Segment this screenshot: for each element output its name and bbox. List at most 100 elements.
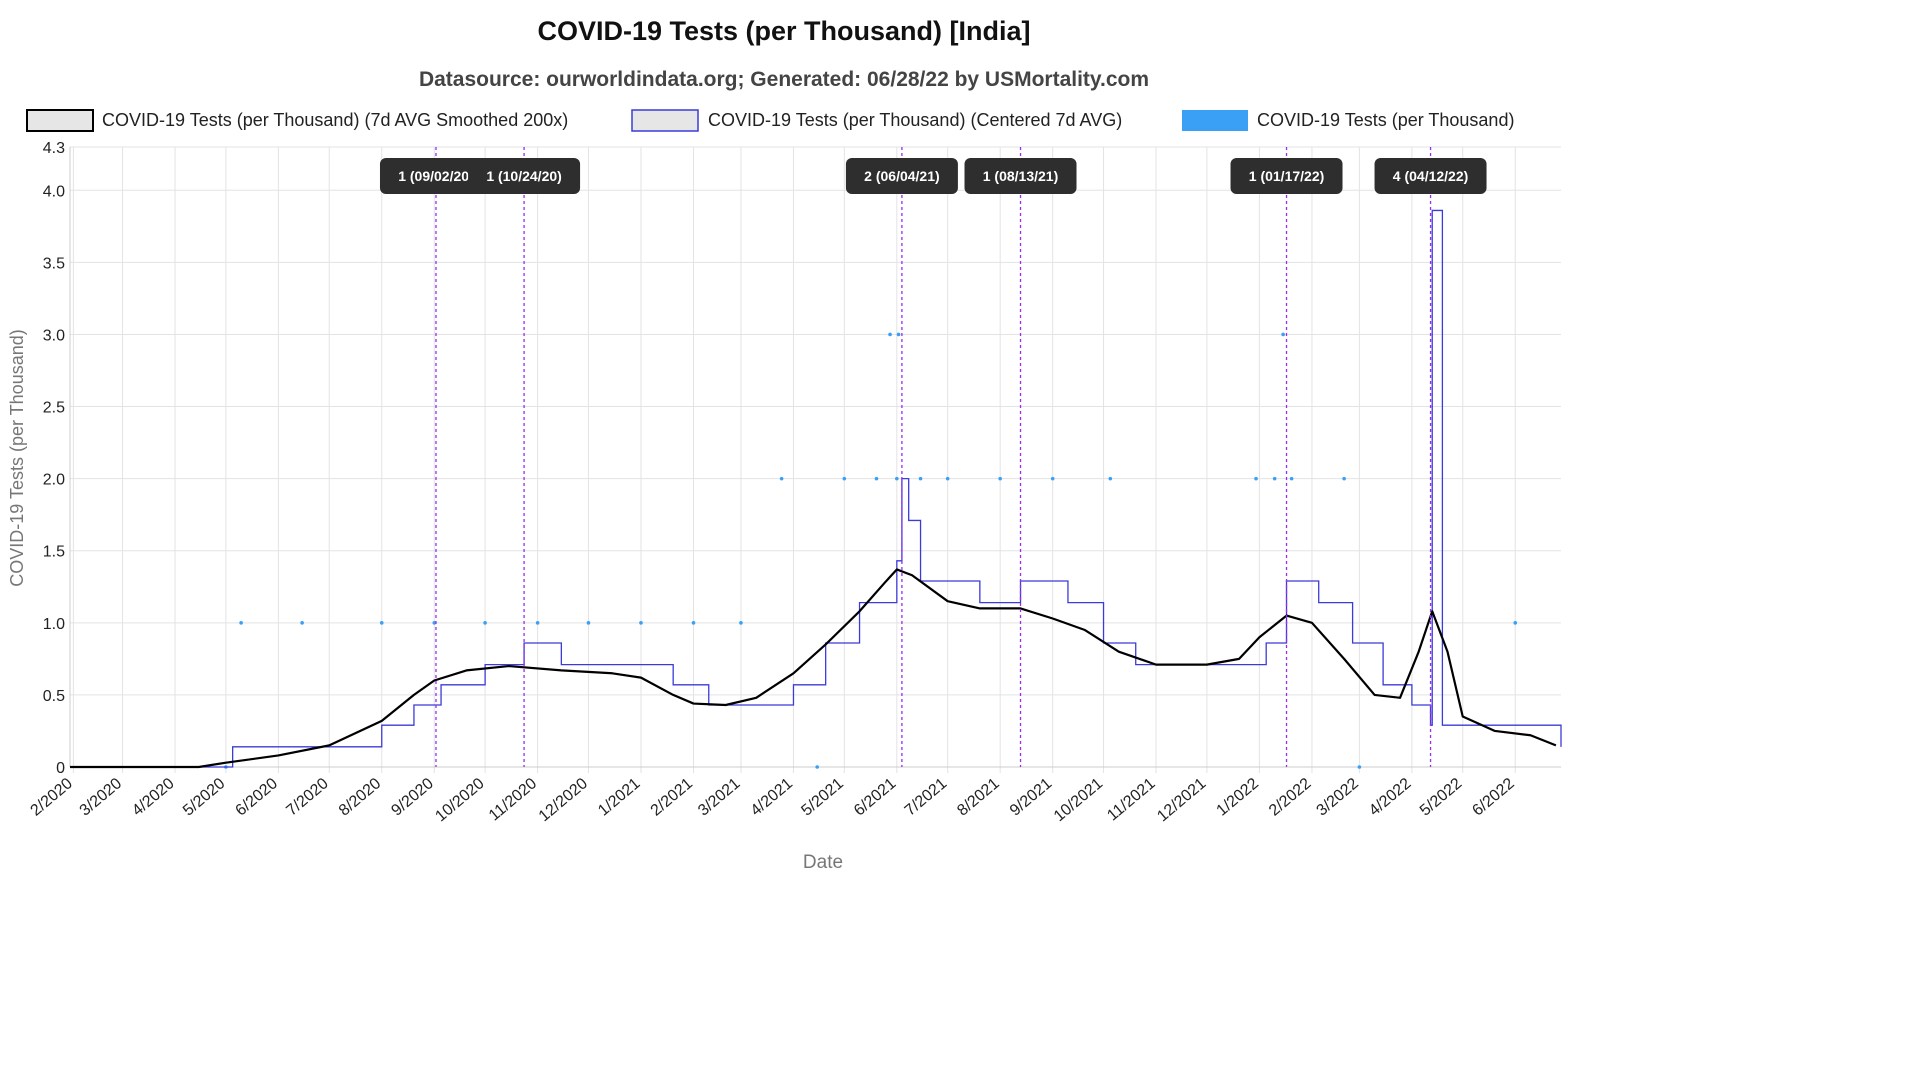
- x-tick-label: 1/2022: [1214, 775, 1262, 820]
- x-tick-label: 2/2020: [28, 775, 76, 820]
- annotation-label: 1 (09/02/20): [398, 168, 474, 184]
- y-tick-label: 1.0: [43, 616, 65, 633]
- daily-point: [739, 621, 743, 625]
- annotation-box: [468, 158, 581, 194]
- annotation-box: [964, 158, 1077, 194]
- annotation-label: 1 (08/13/21): [983, 168, 1059, 184]
- annotation-box: [1374, 158, 1487, 194]
- chart-container: COVID-19 Tests (per Thousand) [India] Da…: [7, 16, 1562, 873]
- daily-point: [998, 476, 1002, 481]
- annotations: 1 (09/02/20) 1 (10/24/20) 2 (06/04/21) 1 (0…: [379, 147, 1487, 767]
- x-tick-label: 2/2022: [1266, 775, 1314, 820]
- x-tick-label: 9/2021: [1007, 775, 1055, 820]
- x-tick-label: 7/2021: [902, 775, 950, 820]
- daily-point: [239, 621, 243, 625]
- x-tick-label: 8/2021: [954, 775, 1002, 820]
- daily-point: [1254, 476, 1258, 481]
- daily-point: [586, 621, 591, 625]
- annotation-label: 1 (10/24/20): [486, 168, 562, 184]
- legend-swatch-smoothed: [26, 109, 94, 132]
- y-axis-label: COVID-19 Tests (per Thousand): [7, 329, 27, 586]
- daily-point: [300, 621, 304, 625]
- daily-point: [888, 332, 892, 337]
- x-tick-label: 4/2021: [748, 775, 796, 820]
- x-tick-label: 12/2021: [1154, 775, 1209, 825]
- daily-point: [639, 621, 643, 625]
- x-tick-label: 5/2021: [798, 775, 846, 820]
- chart-subtitle: Datasource: ourworldindata.org; Generate…: [419, 68, 1149, 91]
- daily-point: [432, 621, 437, 625]
- chart-svg: COVID-19 Tests (per Thousand) [India] Da…: [7, 16, 1562, 873]
- y-tick-label: 3.0: [43, 327, 65, 344]
- daily-point: [1342, 476, 1346, 481]
- y-tick-label: 4.3: [43, 140, 65, 157]
- x-tick-label: 10/2020: [432, 775, 487, 825]
- daily-point: [895, 476, 899, 481]
- y-axis: 0 0.5 1.0 1.5 2.0 2.5 3.0 3.5 4.0 4.3: [43, 140, 65, 777]
- x-tick-label: 4/2020: [129, 775, 177, 820]
- daily-point: [842, 476, 847, 481]
- y-tick-label: 0.5: [43, 688, 65, 705]
- daily-point: [1272, 476, 1277, 481]
- x-tick-label: 3/2020: [77, 775, 125, 820]
- x-tick-label: 1/2021: [595, 775, 643, 820]
- legend: COVID-19 Tests (per Thousand) (7d AVG Sm…: [26, 109, 1514, 132]
- daily-point: [691, 621, 696, 625]
- x-axis-label: Date: [803, 852, 843, 873]
- x-tick-label: 9/2020: [388, 775, 436, 820]
- daily-point: [1050, 476, 1055, 481]
- daily-point: [896, 332, 901, 337]
- legend-swatch-centered: [631, 109, 699, 132]
- x-tick-label: 6/2021: [851, 775, 899, 820]
- x-tick-label: 5/2020: [180, 775, 228, 820]
- legend-item-smoothed[interactable]: COVID-19 Tests (per Thousand) (7d AVG Sm…: [26, 109, 568, 132]
- y-tick-label: 0: [56, 760, 65, 777]
- daily-point: [535, 621, 540, 625]
- daily-point: [1357, 765, 1362, 769]
- daily-point: [779, 476, 784, 481]
- x-tick-label: 3/2021: [695, 775, 743, 820]
- daily-point: [1108, 476, 1113, 481]
- annotation-label: 1 (01/17/22): [1249, 168, 1325, 184]
- legend-swatch-daily: [1182, 110, 1248, 131]
- daily-point: [918, 476, 923, 481]
- annotation-box: [845, 158, 958, 194]
- daily-point: [815, 765, 819, 769]
- x-tick-label: 7/2020: [283, 775, 331, 820]
- smoothed-avg-line: [70, 568, 1557, 769]
- daily-point: [1289, 476, 1294, 481]
- daily-point: [1281, 332, 1285, 337]
- annotation-box: [1230, 158, 1343, 194]
- daily-point: [1513, 621, 1518, 625]
- legend-label-smoothed: COVID-19 Tests (per Thousand) (7d AVG Sm…: [102, 110, 568, 130]
- legend-label-daily: COVID-19 Tests (per Thousand): [1257, 110, 1514, 130]
- x-axis: 2/2020 3/2020 4/2020 5/2020 6/2020 7/2020 8/20…: [28, 775, 1518, 825]
- annotation-label: 2 (06/04/21): [864, 168, 940, 184]
- daily-point: [379, 621, 384, 625]
- x-tick-label: 6/2020: [233, 775, 281, 820]
- legend-item-centered[interactable]: COVID-19 Tests (per Thousand) (Centered …: [631, 109, 1122, 132]
- centered-avg-line: [70, 209, 1562, 768]
- annotation-label: 4 (04/12/22): [1393, 168, 1469, 184]
- daily-point: [483, 621, 487, 625]
- annotation-box: [379, 158, 492, 194]
- x-tick-label: 2/2021: [648, 775, 696, 820]
- legend-item-daily[interactable]: COVID-19 Tests (per Thousand): [1182, 110, 1514, 131]
- legend-label-centered: COVID-19 Tests (per Thousand) (Centered …: [708, 110, 1122, 130]
- grid: [69, 146, 1561, 773]
- x-tick-label: 8/2020: [336, 775, 384, 820]
- daily-point: [945, 476, 950, 481]
- x-tick-label: 12/2020: [536, 775, 591, 825]
- daily-point: [874, 476, 879, 481]
- x-tick-label: 4/2022: [1366, 775, 1414, 820]
- plot-area: [70, 209, 1562, 769]
- x-tick-label: 11/2021: [1104, 775, 1158, 825]
- x-tick-label: 11/2020: [486, 775, 540, 825]
- x-tick-label: 3/2022: [1314, 775, 1362, 820]
- y-tick-label: 2.5: [43, 400, 65, 417]
- y-tick-label: 1.5: [43, 544, 65, 561]
- y-tick-label: 4.0: [43, 183, 65, 200]
- x-tick-label: 6/2022: [1469, 775, 1517, 820]
- y-tick-label: 2.0: [43, 472, 65, 489]
- chart-title: COVID-19 Tests (per Thousand) [India]: [537, 16, 1030, 46]
